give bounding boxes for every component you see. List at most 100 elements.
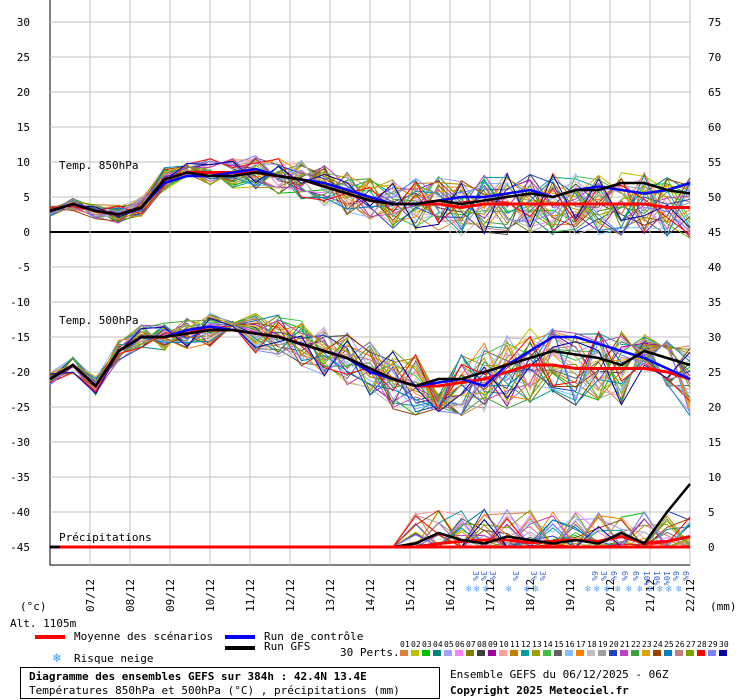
legend-snow-label: Risque neige xyxy=(74,652,154,665)
pert-number: 01 xyxy=(400,640,410,649)
snowflake-icon: ❄ xyxy=(594,584,601,595)
legend-gfs-label: Run GFS xyxy=(264,640,311,653)
left-tick-label: -35 xyxy=(10,471,30,484)
pert-number: 19 xyxy=(598,640,608,649)
right-tick-label: 55 xyxy=(708,156,721,169)
pert-color-swatch xyxy=(675,650,683,656)
pert-number: 23 xyxy=(642,640,652,649)
member-t500-line xyxy=(49,314,691,411)
pert-color-swatch xyxy=(411,650,419,656)
right-tick-label: 30 xyxy=(708,331,721,344)
pert-number: 06 xyxy=(455,640,465,649)
x-tick-label: 12/12 xyxy=(284,579,297,612)
footer-box: Diagramme des ensembles GEFS sur 384h : … xyxy=(20,667,440,699)
pert-number: 05 xyxy=(444,640,454,649)
left-tick-label: -15 xyxy=(10,331,30,344)
snow-risk-label: 3% xyxy=(488,571,497,581)
right-tick-label: 75 xyxy=(708,16,721,29)
pert-number: 25 xyxy=(664,640,674,649)
footer-run: Ensemble GEFS du 06/12/2025 - 06Z xyxy=(450,668,669,681)
left-axis-unit: (°c) xyxy=(20,600,47,613)
pert-color-swatch xyxy=(664,650,672,656)
pert-color-swatch xyxy=(554,650,562,656)
left-tick-label: 10 xyxy=(17,156,30,169)
t500-panel-label: Temp. 500hPa xyxy=(59,314,139,327)
snow-risk-label: 3% xyxy=(511,571,520,581)
x-tick-label: 19/12 xyxy=(564,579,577,612)
member-t500-line xyxy=(49,317,691,413)
pert-number: 29 xyxy=(708,640,718,649)
legend-perts-label: 30 Perts. xyxy=(340,646,400,659)
right-tick-label: 10 xyxy=(708,471,721,484)
right-tick-label: 0 xyxy=(708,541,715,554)
x-tick-label: 22/12 xyxy=(684,579,697,612)
right-axis-unit: (mm) xyxy=(710,600,737,613)
pert-color-swatch xyxy=(499,650,507,656)
right-tick-label: 15 xyxy=(708,436,721,449)
member-t500-line xyxy=(49,319,691,415)
snow-risk-label: 6% xyxy=(681,571,690,581)
pert-number: 17 xyxy=(576,640,586,649)
pert-number: 09 xyxy=(488,640,498,649)
pert-color-swatch xyxy=(444,650,452,656)
member-t500-line xyxy=(49,314,691,410)
snowflake-icon: ❄ xyxy=(615,584,622,595)
snowflake-icon: ❄ xyxy=(506,584,513,595)
pert-color-swatch xyxy=(719,650,727,656)
pert-color-swatch xyxy=(477,650,485,656)
snowflake-icon: ❄ xyxy=(53,651,61,666)
member-t500-line xyxy=(49,319,691,409)
legend-gfs-swatch xyxy=(225,646,255,650)
pert-color-swatch xyxy=(532,650,540,656)
snowflake-icon: ❄ xyxy=(585,584,592,595)
left-tick-label: 25 xyxy=(17,51,30,64)
right-tick-label: 65 xyxy=(708,86,721,99)
pert-number: 22 xyxy=(631,640,641,649)
legend-control-swatch xyxy=(225,635,255,639)
pert-color-swatch xyxy=(708,650,716,656)
pert-number: 10 xyxy=(499,640,509,649)
member-t500-line xyxy=(49,317,691,410)
snow-risk-label: 3% xyxy=(471,571,480,581)
pert-color-swatch xyxy=(587,650,595,656)
left-tick-label: 30 xyxy=(17,16,30,29)
x-tick-label: 11/12 xyxy=(244,579,257,612)
snow-risk-label: 6% xyxy=(671,571,680,581)
pert-number: 20 xyxy=(609,640,619,649)
left-tick-label: -40 xyxy=(10,506,30,519)
x-tick-label: 18/12 xyxy=(524,579,537,612)
pert-color-swatch xyxy=(686,650,694,656)
x-tick-label: 16/12 xyxy=(444,579,457,612)
snow-risk-label: 10% xyxy=(642,571,651,586)
pert-number: 04 xyxy=(433,640,443,649)
snowflake-icon: ❄ xyxy=(483,584,490,595)
footer-subtitle: Températures 850hPa et 500hPa (°C) , pré… xyxy=(29,684,400,697)
pert-number: 02 xyxy=(411,640,421,649)
pert-number: 26 xyxy=(675,640,685,649)
snowflake-icon: ❄ xyxy=(466,584,473,595)
left-tick-label: -5 xyxy=(17,261,30,274)
x-tick-label: 14/12 xyxy=(364,579,377,612)
snowflake-icon: ❄ xyxy=(533,584,540,595)
right-tick-label: 40 xyxy=(708,261,721,274)
legend-mean-label: Moyenne des scénarios xyxy=(74,630,214,643)
pert-color-swatch xyxy=(455,650,463,656)
pert-number: 27 xyxy=(686,640,696,649)
snow-risk-label: 6% xyxy=(590,571,599,581)
member-t500-line xyxy=(49,319,691,416)
pert-number: 28 xyxy=(697,640,707,649)
legend-mean-swatch xyxy=(35,635,65,639)
x-tick-label: 10/12 xyxy=(204,579,217,612)
pert-number: 03 xyxy=(422,640,432,649)
pert-color-swatch xyxy=(598,650,606,656)
snow-risk-label: 6% xyxy=(631,571,640,581)
right-tick-label: 45 xyxy=(708,226,721,239)
left-tick-label: -20 xyxy=(10,366,30,379)
snowflake-icon: ❄ xyxy=(604,584,611,595)
pert-color-swatch xyxy=(576,650,584,656)
right-tick-label: 5 xyxy=(708,506,715,519)
pert-color-swatch xyxy=(510,650,518,656)
snow-risk-label: 3% xyxy=(599,571,608,581)
pert-color-swatch xyxy=(642,650,650,656)
